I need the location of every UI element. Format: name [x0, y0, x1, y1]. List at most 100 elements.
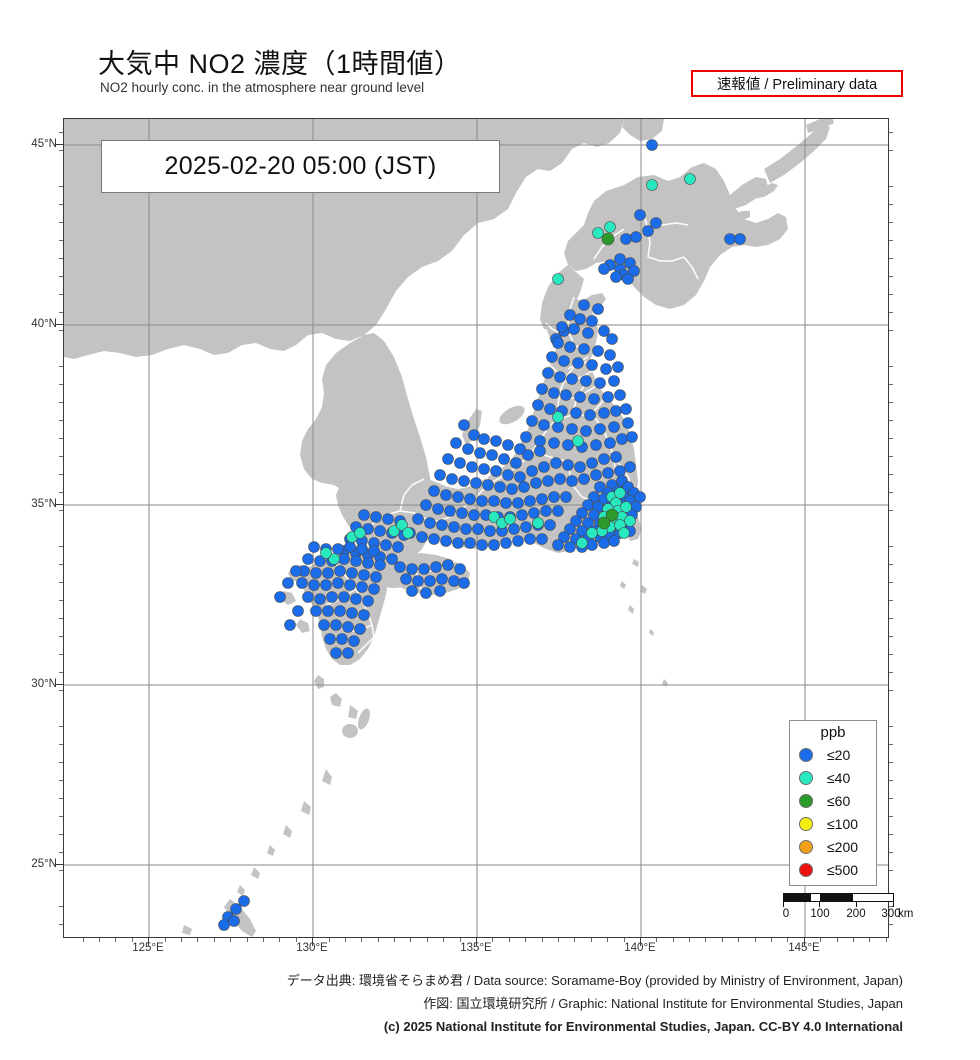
- ytick-minor-right: [889, 222, 893, 224]
- legend-item-le60[interactable]: ≤60: [790, 789, 876, 812]
- xtick-minor: [344, 938, 346, 942]
- xtick-minor: [426, 938, 428, 942]
- xtick-minor: [443, 938, 445, 942]
- ytick-25N: [56, 864, 64, 865]
- xtick-minor: [508, 938, 510, 942]
- ytick-minor-right: [889, 132, 893, 134]
- ytick-minor: [59, 689, 63, 691]
- ytick-minor: [59, 564, 63, 565]
- xtick-minor: [230, 938, 232, 942]
- legend-swatch-le60: [799, 793, 813, 808]
- ytick-minor-right: [889, 635, 893, 637]
- ytick-minor: [59, 366, 63, 368]
- legend-swatch-le100: [799, 816, 813, 831]
- scale-seg-3: [819, 894, 853, 901]
- land-hokkaido-shiretoko: [730, 177, 768, 209]
- legend-label-le100: ≤100: [827, 815, 859, 832]
- xtick-minor: [689, 938, 691, 942]
- land-kyushu-west-islands: [280, 565, 310, 633]
- legend-label-le200: ≤200: [827, 838, 859, 855]
- footer-graphic-credit: 作図: 国立環境研究所 / Graphic: National Institut…: [423, 996, 903, 1011]
- xtick-130E: [312, 938, 313, 946]
- xtick-minor: [279, 938, 281, 942]
- land-tanegashima: [357, 708, 371, 730]
- ytick-minor-right: [889, 689, 893, 691]
- ytick-minor: [59, 725, 63, 727]
- ytick-minor: [59, 743, 63, 745]
- ytick-minor: [59, 456, 63, 458]
- preliminary-data-label: 速報値 / Preliminary data: [716, 77, 878, 93]
- xtick-minor: [131, 938, 133, 942]
- ytick-minor-right: [889, 492, 893, 493]
- stations-bin-le20: [218, 139, 746, 931]
- xtick-minor: [82, 938, 84, 942]
- xtick-minor: [607, 938, 609, 942]
- map-plot-area[interactable]: [63, 118, 889, 938]
- scale-seg-1: [784, 894, 812, 901]
- xtick-minor: [771, 938, 772, 942]
- xtick-145E: [804, 938, 805, 946]
- scale-tick-100: [819, 902, 820, 907]
- xtick-minor: [295, 938, 297, 942]
- ytick-minor: [59, 581, 63, 583]
- xtick-minor: [246, 938, 248, 942]
- land-ryukyu-arc: [237, 769, 332, 896]
- timestamp-label: 2025-02-20 05:00 (JST): [164, 152, 437, 180]
- legend-panel: ppb ≤20 ≤40 ≤60 ≤100 ≤200 ≤500: [789, 720, 877, 886]
- footer-data-source: データ出典: 環境省そらまめ君 / Data source: Soramame-…: [286, 973, 903, 988]
- scale-unit-label: km: [898, 908, 914, 920]
- ytick-minor-right: [889, 384, 893, 386]
- ytick-minor-right: [889, 258, 893, 260]
- ytick-minor-right: [889, 779, 893, 781]
- xtick-minor: [590, 938, 592, 942]
- land-yakushima: [342, 724, 358, 738]
- ytick-label-30N: 30°N: [31, 678, 57, 690]
- scale-bar-segments: [783, 893, 894, 902]
- ytick-minor: [59, 402, 63, 404]
- page-subtitle: NO2 hourly conc. in the atmosphere near …: [100, 80, 425, 95]
- ytick-minor-right: [889, 905, 893, 907]
- xtick-125E: [148, 938, 149, 946]
- ytick-minor: [59, 905, 63, 907]
- ytick-minor: [59, 761, 63, 763]
- ytick-minor: [59, 546, 63, 547]
- ytick-minor-right: [889, 815, 893, 817]
- legend-item-le200[interactable]: ≤200: [790, 835, 876, 858]
- ytick-30N: [56, 684, 64, 685]
- xtick-label-145E: 145°E: [788, 942, 820, 954]
- land-small-islets-kyushu: [314, 675, 358, 719]
- ytick-minor: [59, 833, 63, 835]
- ytick-minor-right: [889, 761, 893, 763]
- xtick-minor: [459, 938, 461, 942]
- scale-label-100: 100: [810, 908, 830, 920]
- ytick-minor-right: [889, 420, 893, 422]
- legend-item-le100[interactable]: ≤100: [790, 812, 876, 835]
- legend-swatch-le20: [799, 747, 813, 762]
- ytick-minor: [59, 510, 63, 511]
- xtick-label-130E: 130°E: [296, 942, 328, 954]
- legend-item-le500[interactable]: ≤500: [790, 858, 876, 881]
- ytick-minor-right: [889, 186, 893, 188]
- scale-tick-0: [783, 902, 784, 907]
- xtick-minor: [377, 938, 379, 942]
- legend-item-le40[interactable]: ≤40: [790, 766, 876, 789]
- ytick-minor: [59, 815, 63, 817]
- xtick-135E: [476, 938, 477, 946]
- xtick-minor: [623, 938, 625, 942]
- xtick-minor: [410, 938, 412, 942]
- ytick-minor-right: [889, 456, 893, 458]
- scale-label-200: 200: [846, 908, 866, 920]
- scale-label-0: 0: [782, 908, 790, 920]
- xtick-label-135E: 135°E: [460, 942, 492, 954]
- legend-item-le20[interactable]: ≤20: [790, 743, 876, 766]
- ytick-minor: [59, 384, 63, 386]
- scale-bar: 0 100 200 300 km: [783, 893, 918, 923]
- xtick-minor: [361, 938, 363, 942]
- xtick-minor: [721, 938, 723, 942]
- ytick-minor-right: [889, 510, 893, 511]
- ytick-minor-right: [889, 294, 893, 296]
- land-sakhalin-north: [622, 119, 664, 141]
- page-title: 大気中 NO2 濃度（1時間値）: [98, 49, 462, 79]
- ytick-minor: [59, 150, 63, 152]
- ytick-minor-right: [889, 869, 893, 871]
